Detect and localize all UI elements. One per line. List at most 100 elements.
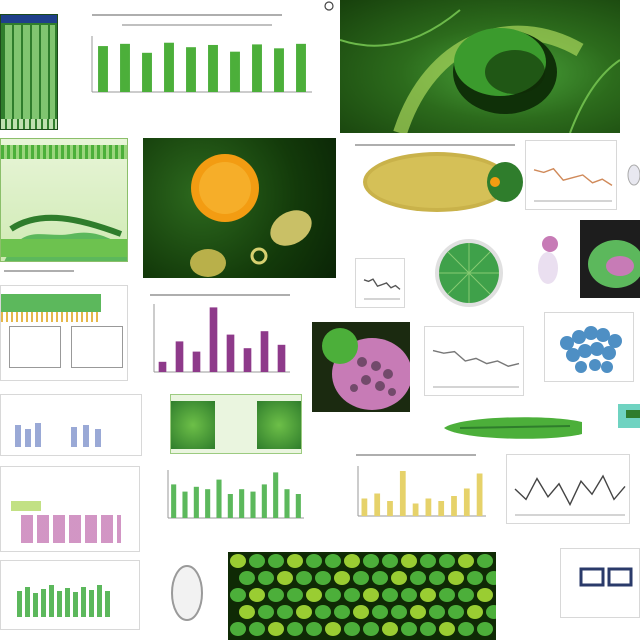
tissue-cell: [287, 622, 303, 636]
spreadsheet-thumbnail: [0, 14, 58, 130]
tissue-cell: [477, 622, 493, 636]
orange-cell-micrograph: [143, 138, 336, 278]
mini-line-chart: [355, 258, 405, 308]
tissue-cell: [277, 605, 293, 619]
bar: [387, 501, 393, 516]
tissue-cell: [306, 622, 322, 636]
green-specimen-photo: [580, 220, 640, 298]
mixed-chart-left: [0, 466, 140, 552]
tissue-cell: [315, 605, 331, 619]
tissue-cell: [344, 622, 360, 636]
tissue-cell: [448, 571, 464, 585]
bar: [164, 42, 174, 92]
tissue-cell: [401, 588, 417, 602]
glasses-diagram-panel: [560, 548, 640, 618]
leaf-cross-section-diagram: [0, 285, 128, 381]
tissue-cell: [391, 605, 407, 619]
small-line-chart: [533, 167, 613, 202]
bar: [273, 472, 279, 518]
tissue-cell: [420, 554, 436, 568]
green-bar-chart-2-panel: [160, 466, 310, 526]
purple-bar-chart-panel: [140, 290, 300, 382]
tissue-cell: [306, 554, 322, 568]
bar: [209, 307, 218, 372]
bar-table-panel: [0, 394, 142, 456]
seed-outline-illustration: [168, 562, 206, 624]
tissue-cell: [325, 588, 341, 602]
tissue-cell: [344, 588, 360, 602]
bar: [295, 494, 301, 518]
series-line: [363, 278, 401, 290]
zigzag-line-chart-panel: [506, 454, 630, 524]
bar: [425, 498, 432, 516]
tissue-cell: [230, 622, 246, 636]
bar: [186, 47, 196, 92]
flower-illustration: [530, 228, 570, 292]
yellow-bar-chart: [357, 466, 486, 517]
seedling-icon: [625, 160, 640, 190]
bar: [412, 503, 419, 516]
bar: [250, 491, 256, 518]
bar: [284, 489, 290, 518]
bar: [261, 484, 267, 518]
bar: [193, 486, 199, 518]
bar: [208, 44, 218, 92]
bar: [399, 471, 406, 516]
bar: [230, 51, 240, 92]
blue-green-fragment: [608, 396, 640, 436]
tissue-cell: [467, 571, 483, 585]
tissue-cell: [458, 554, 474, 568]
bar: [171, 484, 177, 518]
tissue-cell: [306, 588, 322, 602]
tissue-cell: [439, 622, 455, 636]
bar: [374, 493, 381, 516]
zigzag-line-chart: [514, 474, 626, 516]
tissue-cell: [429, 571, 445, 585]
tissue-cell: [287, 588, 303, 602]
tissue-cell: [458, 588, 474, 602]
stem-cross-section-photo: [0, 138, 128, 262]
bar: [239, 489, 245, 518]
tissue-cell: [420, 588, 436, 602]
tissue-cell: [334, 571, 350, 585]
tissue-cell: [325, 554, 341, 568]
leaf-tissue-mosaic: [228, 552, 496, 640]
green-pod-horizontal: [440, 410, 590, 444]
corner-icon: [322, 0, 336, 12]
bar: [476, 473, 483, 516]
small-line-chart-panel: [525, 140, 617, 210]
bar: [243, 348, 252, 372]
tissue-cell: [439, 588, 455, 602]
tissue-cell: [277, 571, 293, 585]
tissue-cell: [296, 571, 312, 585]
tissue-cell: [363, 588, 379, 602]
tissue-cell: [429, 605, 445, 619]
bar: [205, 489, 211, 518]
tissue-cell: [287, 554, 303, 568]
tissue-cell: [382, 622, 398, 636]
yellow-bar-chart-panel: [352, 452, 492, 530]
bar: [192, 351, 201, 372]
tissue-cell: [230, 554, 246, 568]
green-bar-chart-panel: [62, 6, 332, 126]
right-line-chart-panel: [424, 326, 524, 396]
tissue-cell: [458, 622, 474, 636]
tissue-cell: [439, 554, 455, 568]
series-line: [432, 349, 520, 367]
tissue-cell: [296, 605, 312, 619]
tissue-cell: [249, 588, 265, 602]
leaf-closeup-photo: [340, 0, 620, 133]
tissue-cell: [258, 605, 274, 619]
leaf-veins: [340, 9, 620, 133]
bar: [98, 46, 108, 92]
tissue-cell: [249, 554, 265, 568]
tissue-cell: [467, 605, 483, 619]
diatom-disc-photo: [425, 236, 515, 310]
bar: [226, 334, 235, 372]
bar: [182, 491, 188, 518]
purple-bar-chart: [153, 304, 290, 373]
green-bar-chart: [91, 36, 312, 93]
tissue-cell: [344, 554, 360, 568]
tissue-cell: [268, 622, 284, 636]
bar: [227, 494, 233, 518]
